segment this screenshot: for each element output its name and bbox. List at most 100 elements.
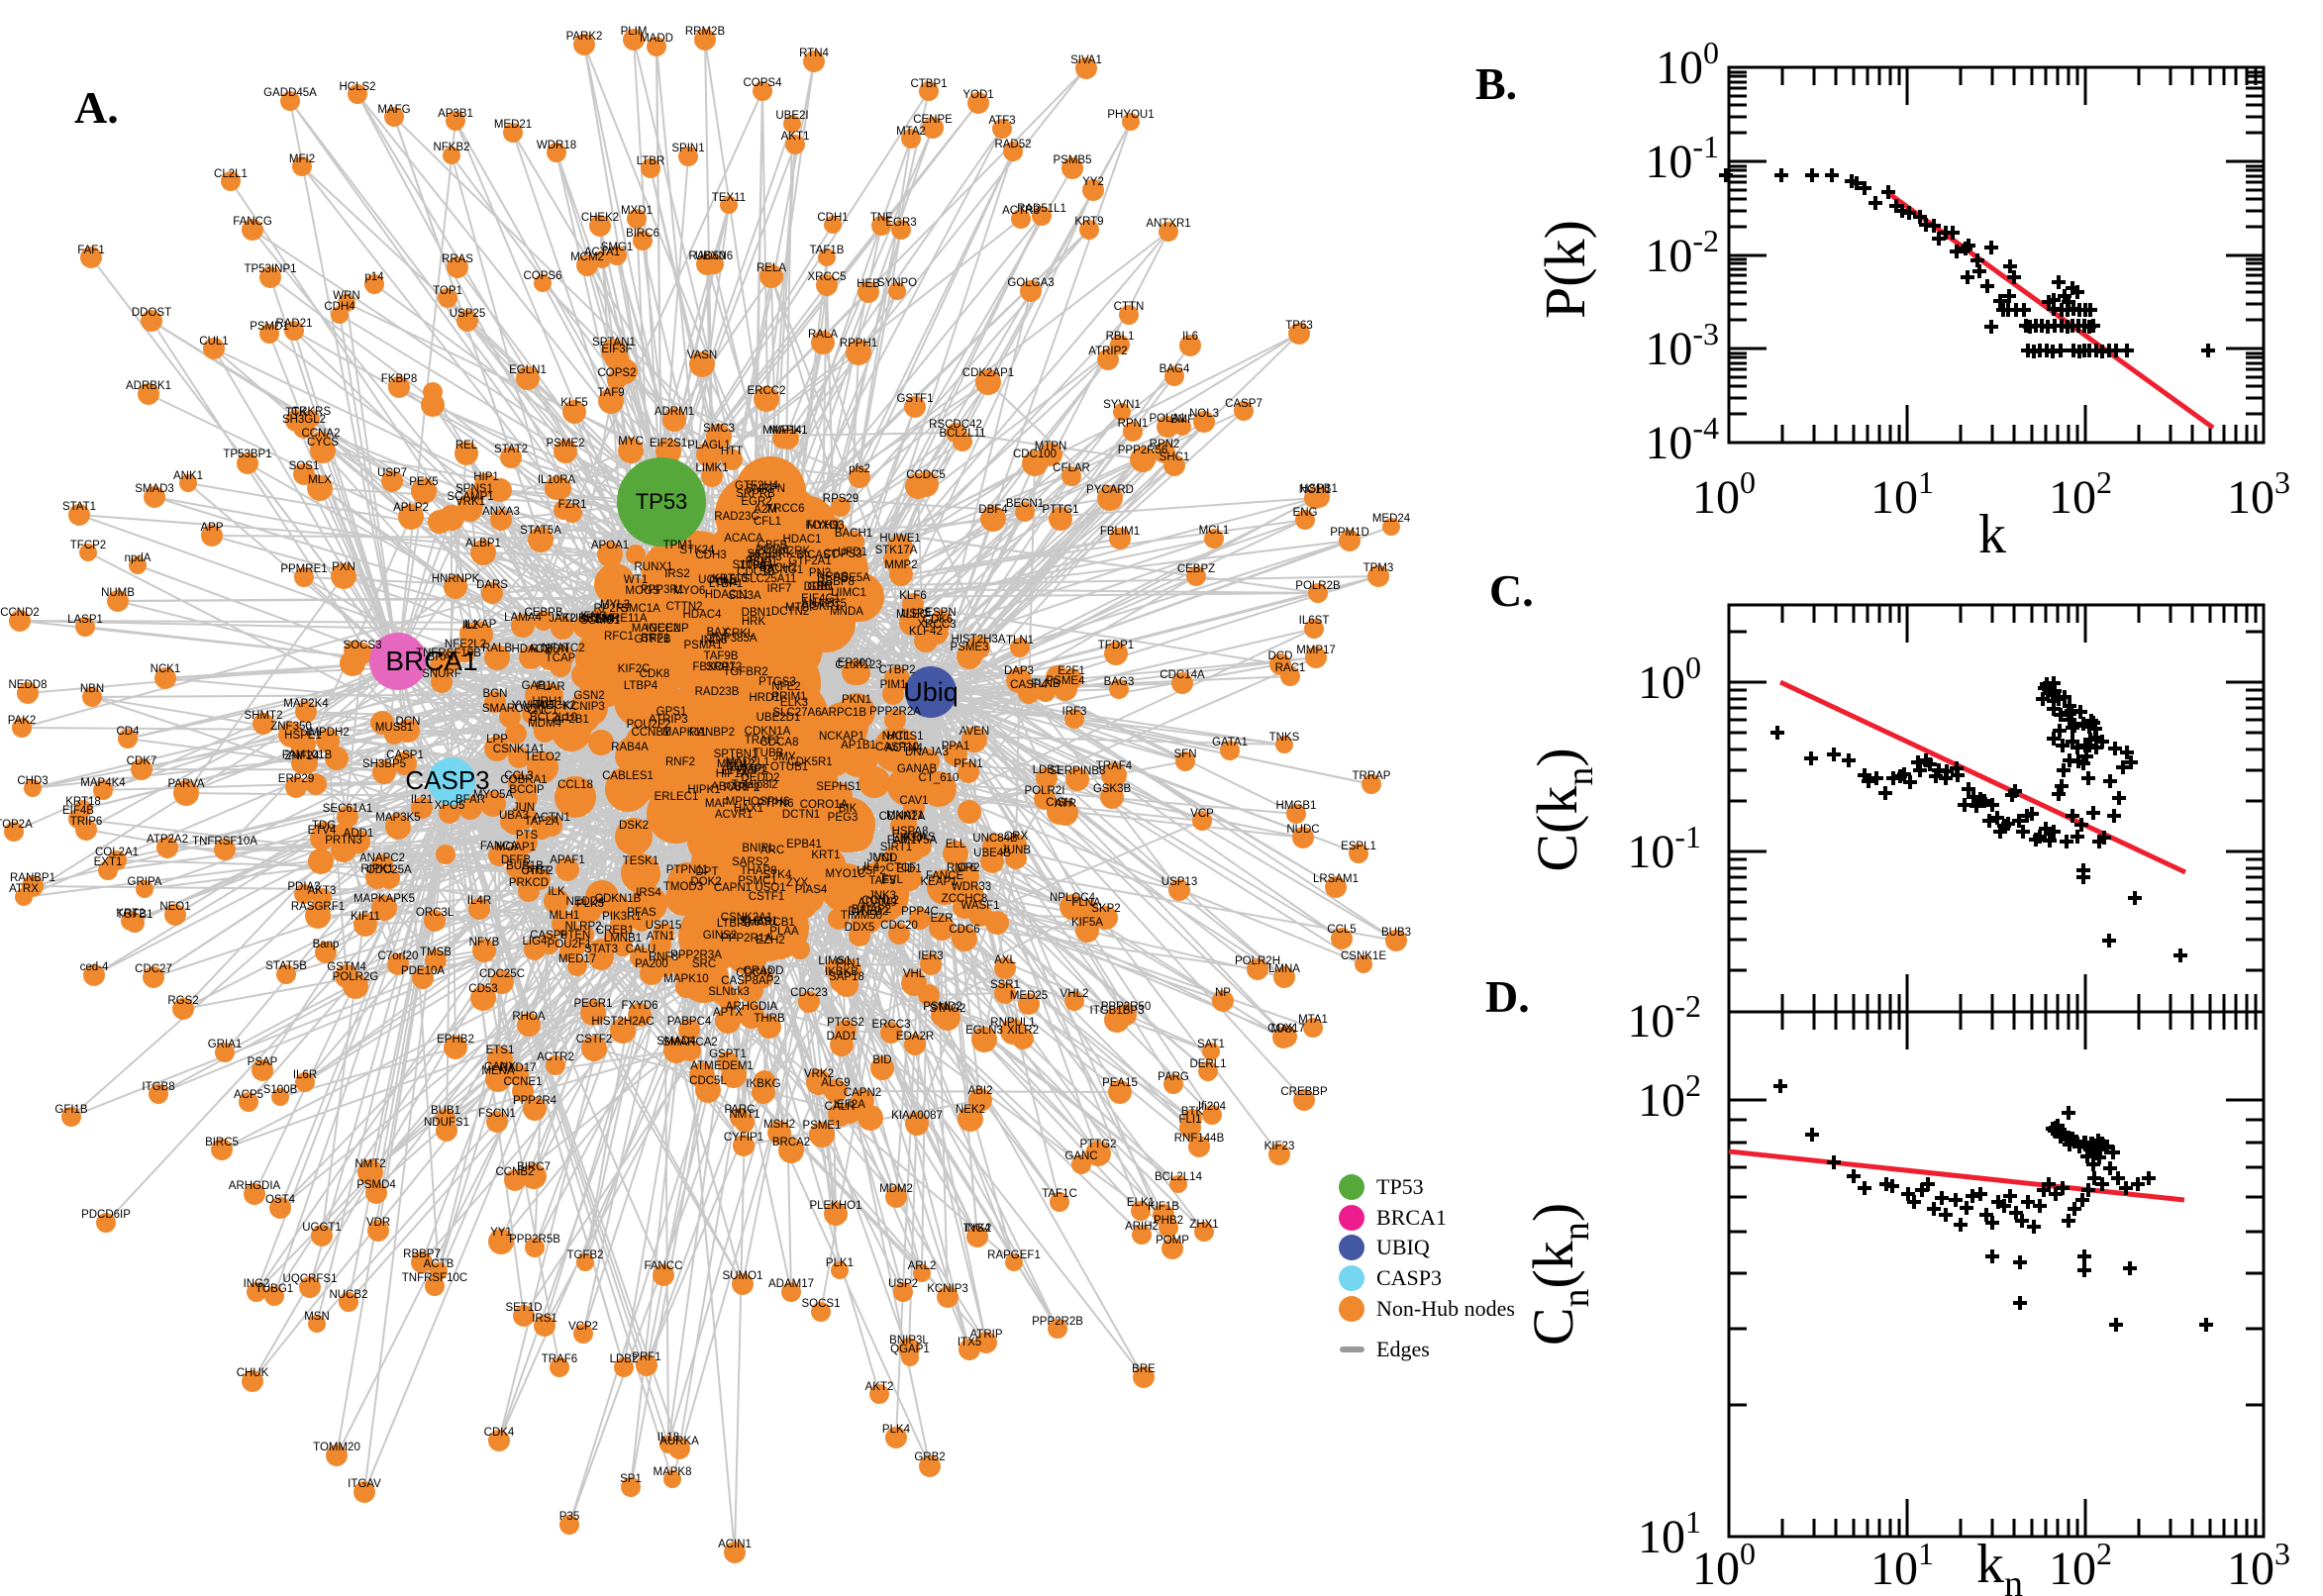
svg-text:SMG1: SMG1: [601, 242, 634, 253]
svg-text:EIF4G1: EIF4G1: [801, 593, 841, 605]
svg-text:MYO6: MYO6: [673, 585, 706, 597]
svg-text:WRN: WRN: [333, 290, 359, 302]
svg-text:VCP2: VCP2: [568, 1321, 598, 1333]
svg-text:PSME4: PSME4: [1047, 675, 1086, 687]
svg-text:APAF1: APAF1: [550, 854, 585, 866]
svg-text:TAF1C: TAF1C: [1042, 1188, 1077, 1200]
svg-text:VCP: VCP: [1190, 808, 1214, 820]
svg-text:CREB1: CREB1: [596, 925, 634, 937]
svg-text:ATR: ATR: [1055, 798, 1076, 810]
svg-text:TESK1: TESK1: [623, 855, 658, 867]
svg-text:BICAST: BICAST: [796, 549, 838, 561]
svg-text:SEC61A1: SEC61A1: [323, 803, 373, 815]
svg-text:MDM2: MDM2: [879, 1183, 913, 1195]
svg-text:PKN1: PKN1: [842, 694, 871, 706]
svg-text:PPP2R5B: PPP2R5B: [509, 1234, 560, 1246]
svg-text:HCLS2: HCLS2: [339, 81, 375, 93]
svg-text:POLR2I: POLR2I: [1025, 785, 1065, 797]
svg-text:FBLIM1: FBLIM1: [1100, 526, 1140, 538]
svg-text:MAP3K5: MAP3K5: [375, 812, 420, 824]
svg-text:TAF9: TAF9: [597, 387, 624, 399]
svg-text:EDEM1: EDEM1: [714, 1060, 754, 1072]
svg-text:PIN1: PIN1: [836, 957, 861, 969]
svg-text:LTBP4: LTBP4: [624, 680, 658, 692]
svg-text:S100B: S100B: [263, 1084, 298, 1096]
svg-text:MAPK10: MAPK10: [663, 973, 708, 985]
svg-text:RTBDN: RTBDN: [530, 644, 568, 655]
svg-text:COPS4: COPS4: [744, 77, 783, 89]
svg-text:LIG4: LIG4: [523, 936, 549, 948]
svg-text:PLAGL1: PLAGL1: [687, 440, 730, 451]
svg-text:OST4: OST4: [265, 1194, 296, 1206]
svg-text:ING5: ING5: [701, 635, 728, 647]
svg-text:CEBPZ: CEBPZ: [1177, 563, 1215, 575]
svg-text:C1orf123: C1orf123: [835, 659, 881, 671]
svg-text:POLR2B: POLR2B: [1295, 580, 1341, 592]
svg-text:Banp: Banp: [313, 939, 340, 950]
svg-text:BAG3: BAG3: [1104, 676, 1135, 688]
svg-text:KIF23: KIF23: [1264, 1141, 1295, 1152]
svg-text:ENG: ENG: [1293, 507, 1318, 519]
svg-text:CDH4: CDH4: [324, 301, 355, 313]
svg-text:CASP7: CASP7: [1225, 398, 1262, 410]
svg-text:KLF5: KLF5: [560, 397, 588, 409]
svg-text:MAFG: MAFG: [377, 104, 410, 116]
svg-text:TRAF6: TRAF6: [542, 1353, 577, 1365]
svg-text:TRAF1: TRAF1: [745, 735, 780, 747]
svg-text:SARS2: SARS2: [732, 856, 769, 868]
svg-text:SMAD3: SMAD3: [135, 483, 174, 495]
svg-text:EGR3: EGR3: [885, 217, 916, 229]
svg-text:ERCC2: ERCC2: [748, 385, 786, 397]
svg-text:MLX: MLX: [308, 474, 332, 486]
svg-text:FCN1: FCN1: [709, 576, 739, 588]
svg-text:BRCA2: BRCA2: [772, 1137, 810, 1148]
svg-text:CUL1: CUL1: [199, 336, 228, 348]
svg-text:UBIQ: UBIQ: [1376, 1235, 1430, 1259]
svg-text:ING4: ING4: [964, 1223, 991, 1235]
svg-text:k: k: [1978, 504, 2006, 565]
svg-text:SP1: SP1: [620, 1473, 642, 1485]
svg-text:MCM2: MCM2: [570, 251, 604, 263]
svg-text:PSAP: PSAP: [248, 1056, 278, 1068]
svg-text:IL6: IL6: [1182, 331, 1198, 343]
svg-text:ITGB8: ITGB8: [142, 1081, 174, 1093]
svg-text:ZNF24: ZNF24: [284, 750, 320, 762]
svg-text:DAD1: DAD1: [827, 1031, 858, 1043]
svg-text:SKP2: SKP2: [1091, 903, 1120, 915]
svg-text:RAD17: RAD17: [499, 1062, 536, 1074]
svg-text:LPP: LPP: [486, 734, 508, 746]
svg-text:BECN1: BECN1: [1006, 498, 1044, 510]
svg-text:JNK3: JNK3: [868, 890, 896, 902]
svg-text:YOD1: YOD1: [962, 89, 993, 101]
svg-text:SPIN1: SPIN1: [671, 143, 704, 154]
svg-text:CAV1: CAV1: [899, 795, 928, 807]
svg-text:GSPT1: GSPT1: [709, 1048, 747, 1060]
svg-text:CALR: CALR: [825, 1101, 856, 1113]
svg-text:NFYB: NFYB: [469, 937, 500, 948]
svg-text:APP: APP: [200, 522, 223, 534]
svg-text:HSPB1: HSPB1: [1300, 483, 1338, 495]
svg-text:CTGF: CTGF: [521, 865, 552, 877]
svg-text:DCD: DCD: [1268, 650, 1293, 662]
svg-text:SYNPO: SYNPO: [877, 277, 917, 289]
svg-text:KRT9: KRT9: [1074, 216, 1103, 228]
svg-text:B.: B.: [1475, 58, 1517, 109]
svg-text:EXT1: EXT1: [94, 856, 123, 868]
svg-text:BRE: BRE: [1132, 1363, 1156, 1375]
svg-text:UBE2D1: UBE2D1: [757, 712, 801, 724]
svg-text:TP63: TP63: [1285, 320, 1313, 332]
svg-text:PSME2: PSME2: [547, 438, 585, 449]
svg-text:IL21: IL21: [411, 794, 433, 806]
svg-text:CREBBP: CREBBP: [1280, 1086, 1328, 1098]
svg-text:RNF144B: RNF144B: [1174, 1133, 1225, 1145]
svg-text:ILKAP: ILKAP: [464, 619, 497, 631]
svg-text:KIF1B: KIF1B: [1148, 1201, 1179, 1213]
svg-text:RGS2: RGS2: [167, 995, 198, 1007]
svg-text:TNFRSF10A: TNFRSF10A: [192, 836, 257, 848]
svg-text:NMT2: NMT2: [354, 1158, 385, 1170]
svg-text:DDOST: DDOST: [132, 307, 171, 319]
svg-text:PARC: PARC: [724, 1104, 755, 1116]
svg-text:CSTF1: CSTF1: [749, 891, 784, 903]
svg-text:ACP5: ACP5: [234, 1089, 263, 1101]
svg-text:XRCC3: XRCC3: [918, 619, 957, 631]
